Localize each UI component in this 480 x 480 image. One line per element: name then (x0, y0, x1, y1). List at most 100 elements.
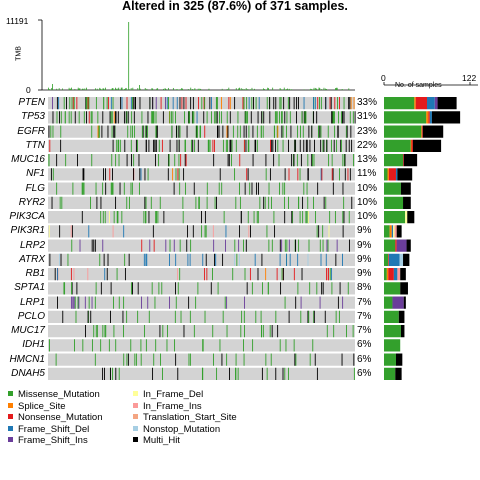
mutation-cell (256, 211, 258, 224)
mutation-cell (300, 310, 302, 323)
mutation-cell (216, 367, 218, 380)
mutation-cell (286, 111, 288, 124)
mutation-cell (339, 282, 341, 295)
sample-count-bar-segment (403, 154, 404, 167)
mutation-cell (50, 125, 52, 138)
mutation-cell (126, 97, 128, 110)
mutation-cell (78, 111, 80, 124)
mutation-cell (85, 325, 86, 338)
mutation-cell (304, 111, 306, 124)
mutation-cell (155, 125, 157, 138)
tmb-bar (68, 87, 70, 90)
mutation-cell (305, 111, 307, 124)
mutation-cell (263, 111, 265, 124)
mutation-cell (295, 139, 297, 152)
mutation-cell (323, 139, 325, 152)
gene-label: EGFR (17, 125, 45, 137)
mutation-cell (266, 225, 268, 238)
mutation-cell (70, 296, 72, 309)
mutation-cell (289, 111, 291, 124)
mutation-cell (221, 97, 222, 110)
mutation-cell (216, 111, 218, 124)
mutation-cell (334, 211, 336, 224)
mutation-cell (63, 282, 65, 295)
mutation-cell (90, 111, 92, 124)
sample-count-bar-segment (437, 97, 457, 110)
tmb-bar (191, 89, 193, 90)
tmb-bar (78, 88, 80, 90)
mutation-cell (113, 296, 114, 309)
tmb-bar (139, 88, 141, 90)
mutation-cell (299, 211, 301, 224)
tmb-bar (84, 88, 86, 90)
mutation-cell (118, 154, 120, 167)
sample-count-bar-segment (405, 211, 408, 224)
tmb-bar (105, 87, 106, 90)
mutation-cell (137, 282, 139, 295)
mutation-cell (95, 97, 97, 110)
mutation-cell (161, 282, 163, 295)
mutation-cell (353, 353, 355, 366)
mutation-cell (49, 253, 51, 266)
gene-label: NF1 (26, 168, 45, 180)
mutation-cell (342, 296, 344, 309)
mutation-cell (112, 139, 114, 152)
tmb-bar (311, 89, 312, 90)
mutation-cell (95, 182, 97, 195)
mutation-cell (130, 339, 132, 352)
mutation-cell (324, 310, 326, 323)
mutation-cell (332, 168, 334, 181)
mutation-cell (335, 310, 337, 323)
mutation-cell (144, 325, 145, 338)
tmb-bar (197, 88, 199, 90)
gene-row-background (48, 182, 355, 195)
mutation-cell (79, 239, 81, 252)
mutation-cell (307, 253, 309, 266)
tmb-bar (125, 87, 127, 90)
mutation-cell (72, 296, 74, 309)
mutation-cell (325, 196, 327, 209)
mutation-cell (234, 239, 236, 252)
mutation-cell (279, 253, 281, 266)
mutation-cell (262, 125, 264, 138)
mutation-cell (348, 211, 350, 224)
legend-item: Multi_Hit (133, 435, 180, 446)
mutation-cell (187, 253, 189, 266)
mutation-cell (309, 353, 311, 366)
mutation-cell (288, 239, 290, 252)
tmb-bar (180, 89, 182, 90)
mutation-cell (279, 339, 281, 352)
mutation-cell (147, 296, 149, 309)
mutation-cell (115, 111, 116, 124)
mutation-cell (95, 325, 97, 338)
mutation-cell (93, 325, 95, 338)
mutation-cell (229, 111, 231, 124)
sample-count-bar-segment (400, 325, 405, 338)
mutation-cell (322, 239, 324, 252)
mutation-cell (283, 97, 285, 110)
mutation-cell (177, 282, 179, 295)
mutation-cell (113, 211, 115, 224)
gene-label: PTEN (18, 97, 45, 108)
tmb-bar (239, 87, 240, 90)
tmb-bar (190, 87, 192, 90)
mutation-cell (255, 310, 257, 323)
legend-swatch (133, 391, 138, 396)
mutation-cell (114, 125, 116, 138)
mutation-cell (349, 97, 351, 110)
sample-count-bar-segment (429, 111, 432, 124)
gene-label: LRP1 (19, 296, 45, 308)
mutation-cell (313, 111, 314, 124)
mutation-cell (302, 125, 304, 138)
mutation-cell (148, 310, 150, 323)
mutation-cell (123, 182, 125, 195)
mutation-cell (145, 211, 146, 224)
mutation-cell (82, 339, 84, 352)
tmb-bar (263, 89, 265, 90)
mutation-cell (177, 168, 179, 181)
tmb-bar (48, 89, 50, 90)
mutation-cell (85, 97, 87, 110)
tmb-bar (62, 88, 63, 90)
mutation-cell (264, 196, 266, 209)
